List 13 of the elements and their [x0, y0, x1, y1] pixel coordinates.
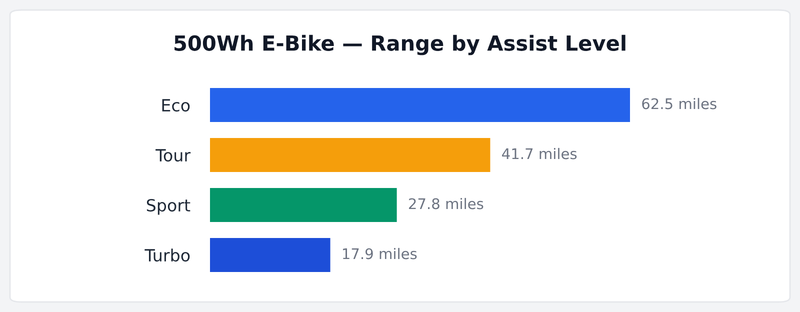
chart-title: 500Wh E-Bike — Range by Assist Level: [174, 34, 626, 56]
bar: [210, 88, 630, 122]
data-label: 62.5 miles: [642, 98, 716, 110]
bar: [210, 238, 330, 272]
y-tick-label: Sport: [146, 198, 190, 215]
bar: [210, 188, 397, 222]
y-tick-label: Turbo: [144, 248, 190, 262]
data-label: 17.9 miles: [343, 248, 417, 260]
y-tick-label: Tour: [156, 149, 191, 162]
y-tick-label: Eco: [162, 99, 190, 112]
bar: [210, 138, 490, 172]
data-label: 27.8 miles: [408, 198, 484, 210]
data-label: 41.7 miles: [502, 148, 577, 160]
